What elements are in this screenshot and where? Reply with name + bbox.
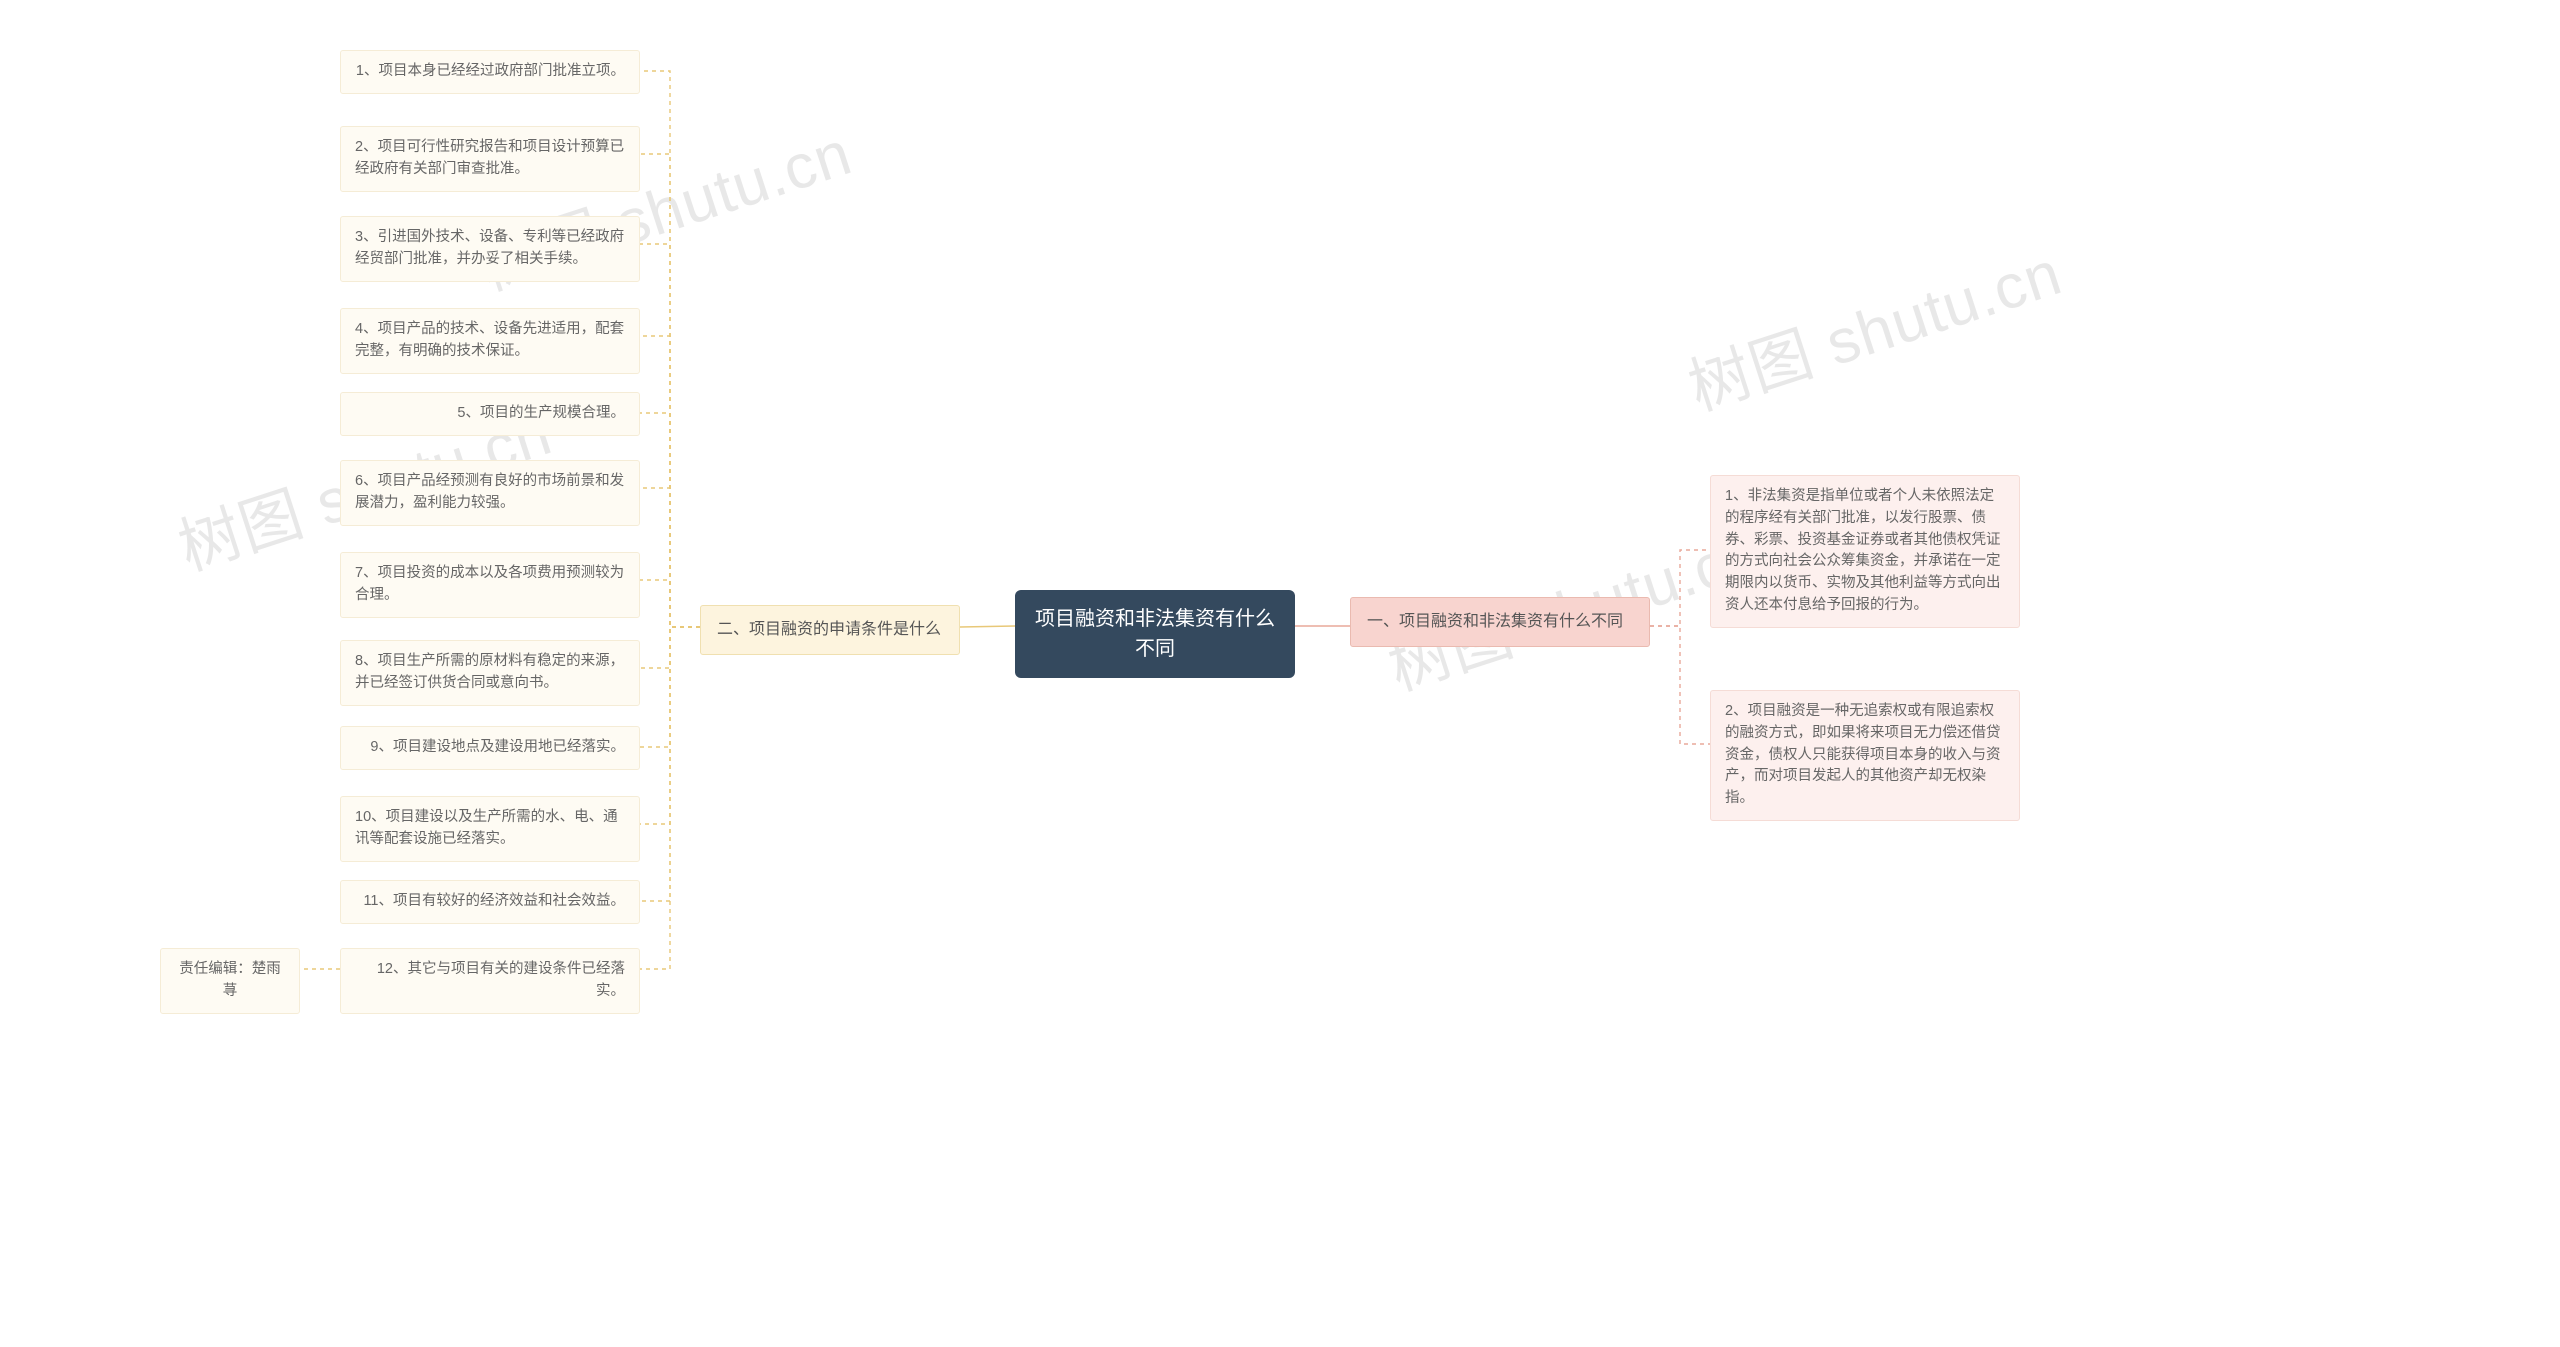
leaf-left-6[interactable]: 6、项目产品经预测有良好的市场前景和发展潜力，盈利能力较强。 — [340, 460, 640, 526]
leaf-left-2[interactable]: 2、项目可行性研究报告和项目设计预算已经政府有关部门审查批准。 — [340, 126, 640, 192]
leaf-left-1[interactable]: 1、项目本身已经经过政府部门批准立项。 — [340, 50, 640, 94]
leaf-left-9[interactable]: 9、项目建设地点及建设用地已经落实。 — [340, 726, 640, 770]
leaf-left-5[interactable]: 5、项目的生产规模合理。 — [340, 392, 640, 436]
watermark-4: 树图 shutu.cn — [1676, 222, 2071, 427]
leaf-right-2[interactable]: 2、项目融资是一种无追索权或有限追索权的融资方式，即如果将来项目无力偿还借贷资金… — [1710, 690, 2020, 821]
leaf-right-1[interactable]: 1、非法集资是指单位或者个人未依照法定的程序经有关部门批准，以发行股票、债券、彩… — [1710, 475, 2020, 628]
branch-right[interactable]: 一、项目融资和非法集资有什么不同 — [1350, 597, 1650, 647]
leaf-left-12[interactable]: 12、其它与项目有关的建设条件已经落实。 — [340, 948, 640, 1014]
branch-left[interactable]: 二、项目融资的申请条件是什么 — [700, 605, 960, 655]
leaf-left-11[interactable]: 11、项目有较好的经济效益和社会效益。 — [340, 880, 640, 924]
leaf-left-8[interactable]: 8、项目生产所需的原材料有稳定的来源，并已经签订供货合同或意向书。 — [340, 640, 640, 706]
leaf-left-4[interactable]: 4、项目产品的技术、设备先进适用，配套完整，有明确的技术保证。 — [340, 308, 640, 374]
extra-note: 责任编辑：楚雨荨 — [160, 948, 300, 1014]
leaf-left-3[interactable]: 3、引进国外技术、设备、专利等已经政府经贸部门批准，并办妥了相关手续。 — [340, 216, 640, 282]
root-node[interactable]: 项目融资和非法集资有什么不同 — [1015, 590, 1295, 678]
leaf-left-7[interactable]: 7、项目投资的成本以及各项费用预测较为合理。 — [340, 552, 640, 618]
leaf-left-10[interactable]: 10、项目建设以及生产所需的水、电、通讯等配套设施已经落实。 — [340, 796, 640, 862]
mindmap-canvas: 树图 shutu.cn 树图 shutu.cn 树图 shutu.cn 树图 s… — [0, 0, 2560, 1347]
